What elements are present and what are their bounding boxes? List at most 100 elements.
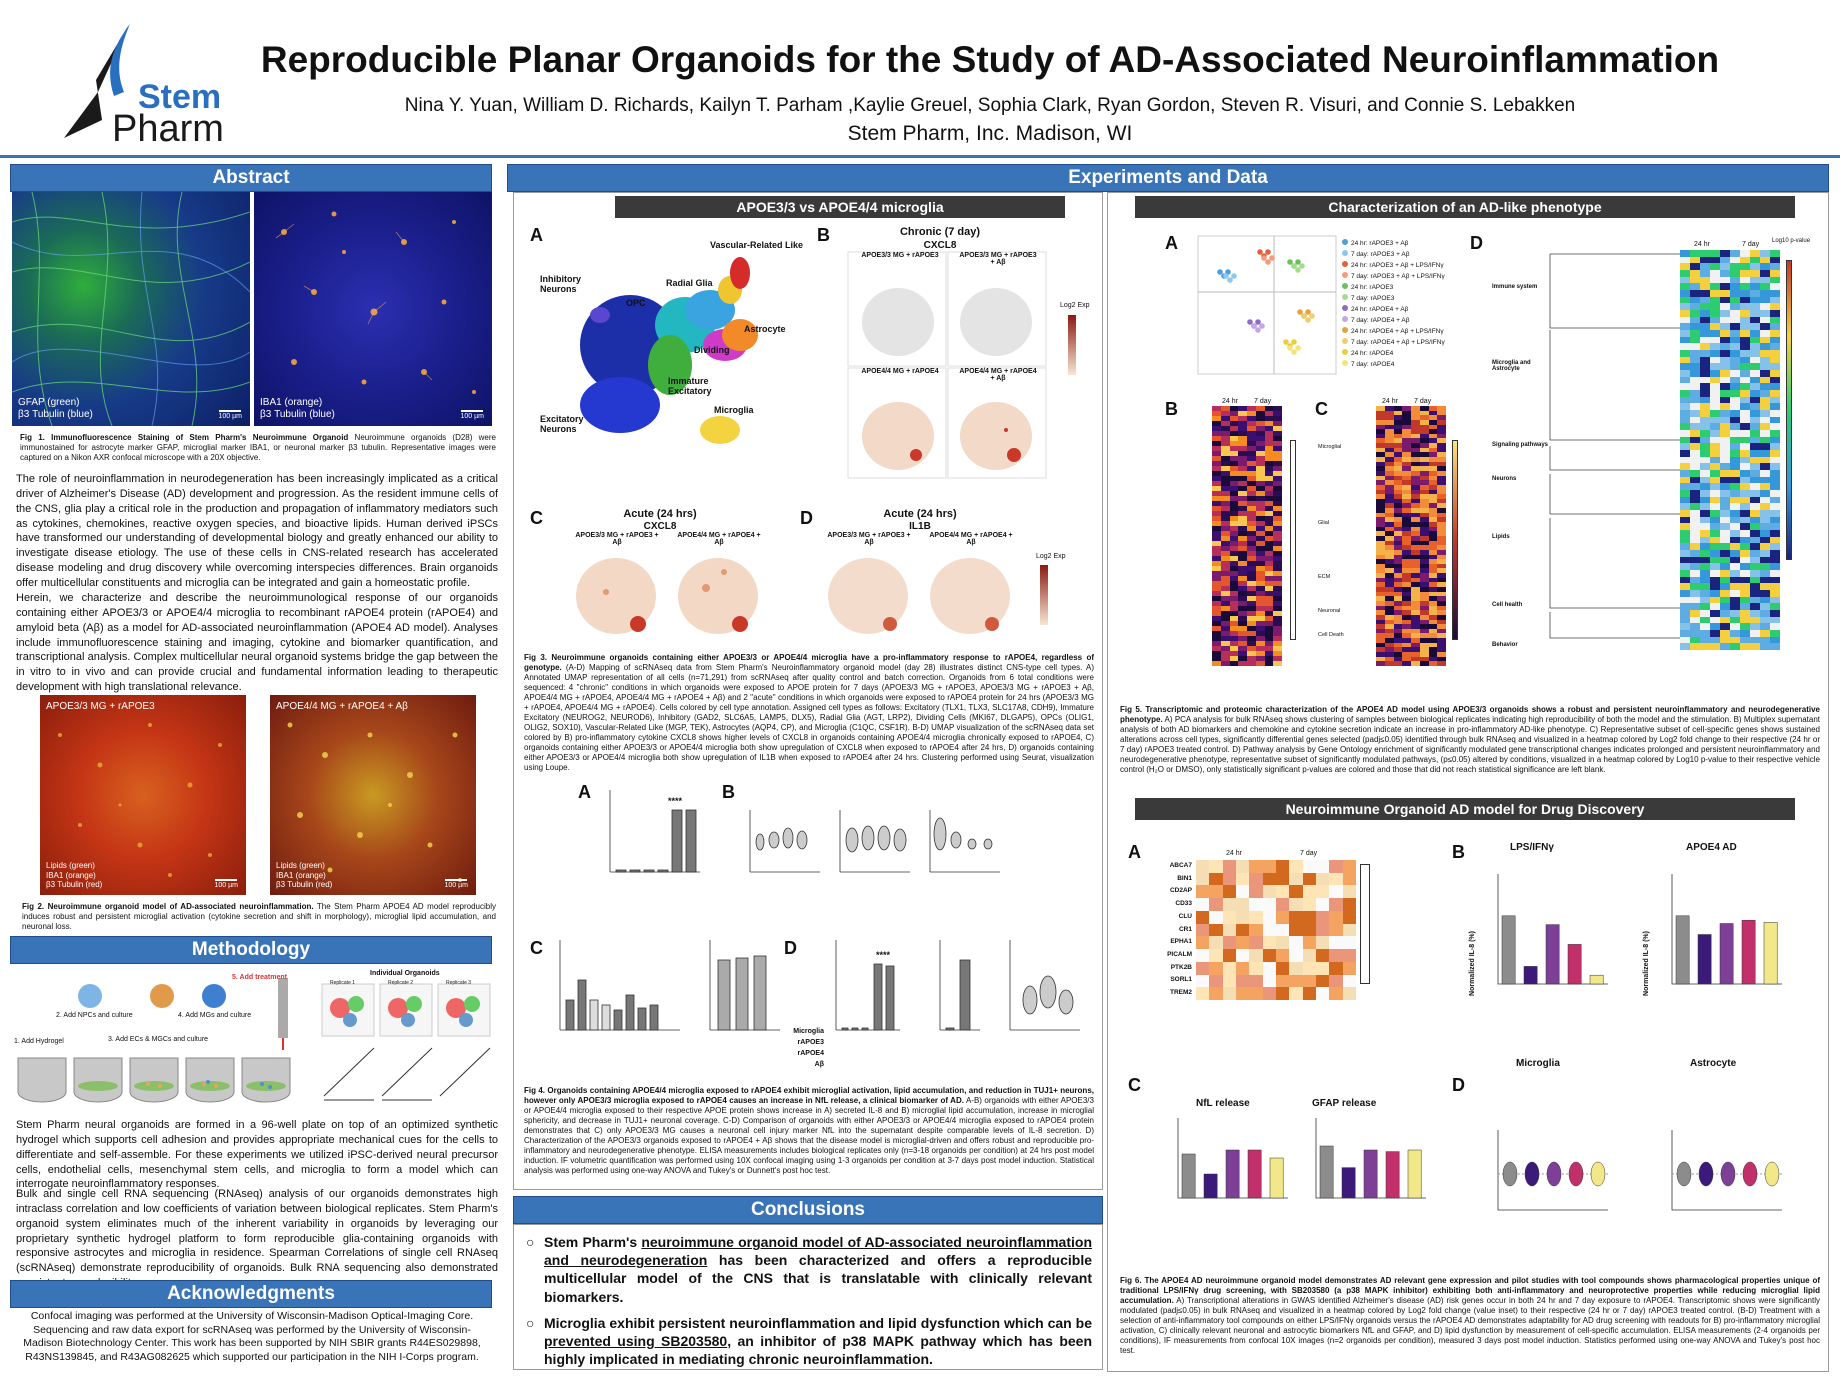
heat-cell — [1384, 419, 1394, 425]
heat-cell — [1220, 441, 1230, 446]
heat-cell — [1376, 596, 1385, 601]
heat-cell — [1402, 447, 1411, 453]
heat-cell — [1770, 276, 1780, 284]
conclusions-box: ○ Stem Pharm's neuroimmune organoid mode… — [513, 1224, 1103, 1370]
replicate-2-label: Replicate 2 — [388, 980, 414, 986]
heat-cell — [1680, 356, 1690, 364]
heat-cell — [1710, 309, 1720, 317]
heat-cell — [1342, 910, 1356, 924]
heat-cell — [1680, 456, 1690, 464]
heat-cell — [1229, 541, 1239, 546]
chart-bar — [1319, 1145, 1334, 1199]
heat-cell — [1209, 898, 1223, 911]
heat-cell — [1411, 452, 1420, 458]
heat-cell — [1249, 923, 1263, 937]
heat-cell — [1255, 651, 1265, 656]
heat-cell — [1264, 451, 1274, 456]
heat-cell — [1437, 415, 1446, 420]
heat-cell — [1428, 410, 1438, 416]
heat-cell — [1760, 423, 1770, 430]
heat-cell — [1264, 621, 1274, 626]
heat-cell — [1384, 517, 1394, 523]
heat-cell — [1247, 581, 1256, 586]
heat-cell — [1770, 529, 1780, 537]
heat-cell — [1428, 522, 1438, 527]
heat-cell — [1740, 283, 1750, 290]
heat-cell — [1770, 643, 1780, 650]
heat-cell — [1419, 661, 1429, 666]
heat-cell — [1376, 638, 1385, 643]
heat-cell — [1710, 623, 1720, 630]
heat-cell — [1222, 860, 1236, 873]
heat-cell — [1247, 626, 1256, 631]
acute-il1b-umaps — [828, 558, 1010, 634]
heat-cell — [1750, 589, 1760, 597]
heat-cell — [1720, 376, 1730, 384]
heat-cell — [1384, 452, 1394, 458]
heat-cell — [1220, 426, 1230, 431]
heat-cell — [1437, 624, 1446, 629]
heat-cell — [1710, 529, 1720, 537]
heat-cell — [1700, 276, 1710, 284]
heat-cell — [1730, 469, 1740, 477]
heat-cell — [1402, 415, 1411, 420]
heat-cell — [1690, 349, 1700, 357]
heat-cell — [1238, 456, 1247, 461]
heat-cell — [1212, 631, 1221, 636]
heat-cell — [1393, 480, 1403, 485]
heat-cell — [1255, 411, 1265, 416]
heat-cell — [1720, 356, 1730, 364]
heat-cell — [1220, 501, 1230, 506]
heat-cell — [1750, 569, 1760, 577]
legend-label: 24 hr: rAPOE3 + Aβ + LPS/IFNγ — [1351, 262, 1444, 269]
heat-cell — [1264, 511, 1274, 516]
heat-cell — [1393, 498, 1403, 504]
heat-cell — [1289, 885, 1303, 899]
heat-cell — [1229, 466, 1239, 471]
cluster-microglia: Microglia — [714, 405, 754, 415]
heat-cell — [1690, 296, 1700, 304]
heat-cell — [1393, 457, 1403, 462]
heat-cell — [1730, 250, 1740, 257]
heat-cell — [1264, 591, 1274, 596]
heat-cell — [1720, 529, 1730, 537]
heat-cell — [1730, 509, 1740, 517]
heat-cell — [1212, 426, 1221, 431]
heat-cell — [1402, 545, 1411, 550]
heat-cell — [1760, 563, 1770, 570]
chart-bar — [1341, 1167, 1356, 1199]
heat-cell — [1419, 466, 1429, 471]
heat-cell — [1730, 543, 1740, 550]
heat-cell — [1700, 569, 1710, 577]
heat-cell — [1700, 503, 1710, 510]
heat-cell — [1264, 491, 1274, 496]
heat-cell — [1402, 489, 1411, 495]
heat-cell — [1710, 329, 1720, 337]
heat-cell — [1229, 641, 1239, 646]
replicate-umaps — [321, 983, 491, 1101]
heat-cell — [1680, 449, 1690, 457]
heat-cell — [1212, 576, 1221, 581]
heat-cell — [1730, 536, 1740, 544]
pca-point — [1287, 345, 1293, 351]
heat-cell — [1770, 496, 1780, 504]
heat-cell — [1212, 536, 1221, 541]
heat-cell — [1700, 383, 1710, 390]
heat-cell — [1384, 554, 1394, 560]
heat-cell — [1222, 949, 1236, 962]
heat-cell — [1720, 623, 1730, 630]
heat-cell — [1222, 936, 1236, 950]
heat-cell — [1419, 410, 1429, 416]
fig3-caption-title: Fig 3. Neuroimmune organoids containing … — [524, 653, 1094, 672]
heat-cell — [1220, 526, 1230, 531]
heat-cell — [1209, 987, 1223, 1000]
heat-cell — [1760, 436, 1770, 444]
heat-cell — [1238, 601, 1247, 606]
heat-cell — [1329, 949, 1343, 962]
heat-cell — [1428, 652, 1438, 657]
heat-cell — [1229, 471, 1239, 476]
heat-cell — [1428, 498, 1438, 504]
heat-cell — [1428, 610, 1438, 615]
heat-cell — [1229, 486, 1239, 491]
heat-cell — [1384, 424, 1394, 430]
